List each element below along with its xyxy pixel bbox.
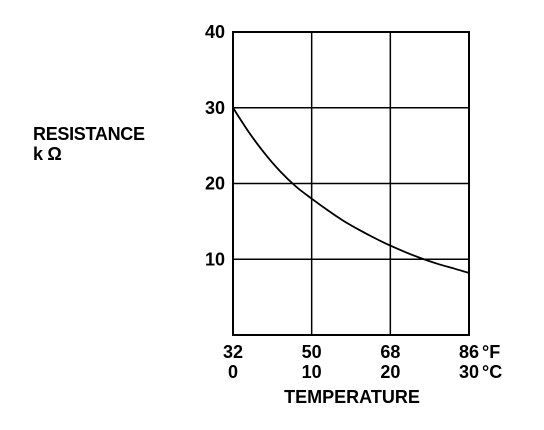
x-tick-label-fahrenheit: 86 (459, 342, 479, 362)
x-tick-label-fahrenheit: 50 (302, 342, 322, 362)
grid-lines (233, 32, 469, 335)
y-tick-label: 10 (205, 249, 225, 269)
plot-frame (232, 31, 470, 336)
x-tick-label-fahrenheit: 32 (223, 342, 243, 362)
y-tick-label: 30 (205, 98, 225, 118)
x-tick-label-celsius: 0 (228, 362, 238, 382)
x-unit-fahrenheit: °F (482, 342, 500, 362)
y-tick-label: 40 (205, 22, 225, 42)
x-tick-label-fahrenheit: 68 (380, 342, 400, 362)
x-axis-title: TEMPERATURE (284, 387, 420, 407)
resistance-curve (232, 107, 470, 274)
y-axis-title-line-2: k Ω (33, 144, 62, 164)
x-tick-label-celsius: 30 (459, 362, 479, 382)
x-tick-label-celsius: 20 (380, 362, 400, 382)
y-axis-ticks: 10 20 30 40 (205, 22, 225, 269)
series-group (232, 107, 470, 274)
y-axis-title-line-1: RESISTANCE (33, 124, 145, 144)
y-tick-label: 20 (205, 174, 225, 194)
y-axis-title: RESISTANCE k Ω (33, 124, 145, 164)
x-tick-label-celsius: 10 (302, 362, 322, 382)
x-unit-celsius: °C (482, 362, 502, 382)
